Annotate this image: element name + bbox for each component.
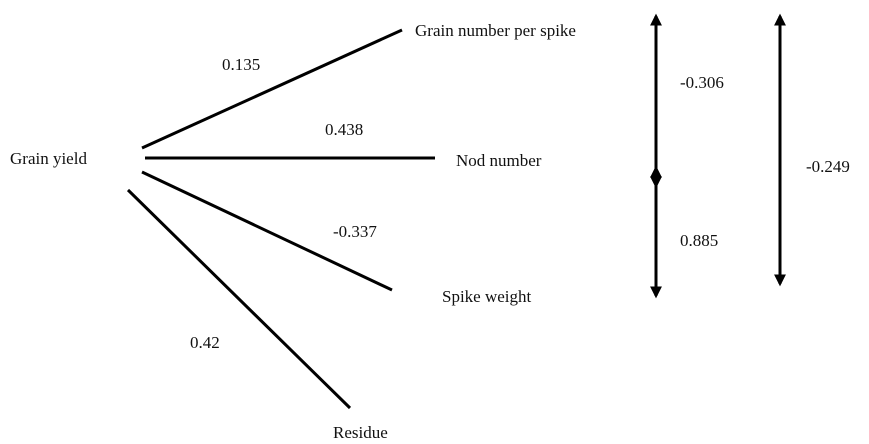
correlation-coefficient: -0.306 [680, 73, 724, 92]
path-coefficient: -0.337 [333, 222, 377, 241]
path-line [126, 188, 352, 410]
node-label: Nod number [456, 151, 542, 170]
path-coefficient: 0.42 [190, 333, 220, 352]
node-label: Residue [333, 423, 388, 442]
path-coefficient: 0.135 [222, 55, 260, 74]
path-line [141, 170, 393, 292]
correlation-coefficient: -0.249 [806, 157, 850, 176]
path-line [141, 28, 403, 150]
correlation-coefficient: 0.885 [680, 231, 718, 250]
node-label: Grain number per spike [415, 21, 576, 40]
path-coefficient: 0.438 [325, 120, 363, 139]
node-label: Grain yield [10, 149, 87, 168]
node-label: Spike weight [442, 287, 532, 306]
